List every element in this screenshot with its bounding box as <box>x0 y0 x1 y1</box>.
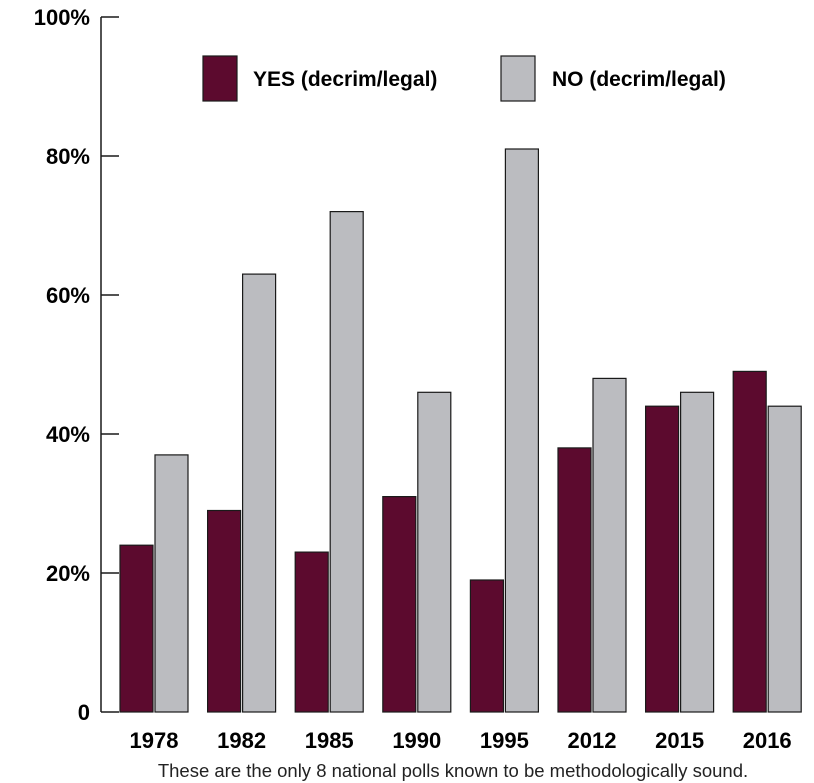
bar-yes-1990 <box>382 496 417 713</box>
bar-no-1990 <box>417 391 452 713</box>
bar-yes-2016 <box>732 370 767 713</box>
legend: YES (decrim/legal) NO (decrim/legal) <box>202 55 726 102</box>
bar-yes-2012 <box>557 447 592 713</box>
bar-yes-1978 <box>119 544 154 713</box>
bar-no-2012 <box>592 377 627 713</box>
bar-no-1982 <box>242 273 277 713</box>
bar-yes-2015 <box>644 405 680 713</box>
x-tick-label: 2015 <box>655 728 704 753</box>
y-tick-label: 40% <box>46 422 90 447</box>
bar-yes-1982 <box>207 509 242 713</box>
y-tick-label: 20% <box>46 561 90 586</box>
bar-no-2016 <box>767 405 802 713</box>
bar-no-1978 <box>154 454 189 713</box>
x-tick-label: 1990 <box>392 728 441 753</box>
legend-label-no: NO (decrim/legal) <box>552 68 726 91</box>
bar-no-1995 <box>504 148 539 713</box>
legend-swatch-yes <box>202 55 238 102</box>
bar-yes-1995 <box>469 579 504 713</box>
y-tick-label: 0 <box>78 700 90 725</box>
bar-no-2015 <box>679 391 715 713</box>
y-tick-label: 60% <box>46 283 90 308</box>
x-tick-label: 1995 <box>480 728 529 753</box>
x-tick-label: 2012 <box>568 728 617 753</box>
legend-label-yes: YES (decrim/legal) <box>253 68 437 91</box>
x-tick-label: 1982 <box>217 728 266 753</box>
y-tick-label: 80% <box>46 144 90 169</box>
x-tick-label: 1978 <box>130 728 179 753</box>
y-tick-label: 100% <box>34 5 90 30</box>
y-axis: 0 20% 40% 60% 80% 100% <box>34 5 119 725</box>
bars <box>119 148 802 713</box>
x-tick-label: 1985 <box>305 728 354 753</box>
legend-swatch-no <box>500 55 536 102</box>
x-tick-label: 2016 <box>743 728 792 753</box>
bar-yes-1985 <box>294 551 329 713</box>
x-axis: 1978 1982 1985 1990 1995 2012 2015 2016 <box>130 728 792 753</box>
bar-no-1985 <box>329 211 364 713</box>
footnote: These are the only 8 national polls know… <box>158 760 748 781</box>
